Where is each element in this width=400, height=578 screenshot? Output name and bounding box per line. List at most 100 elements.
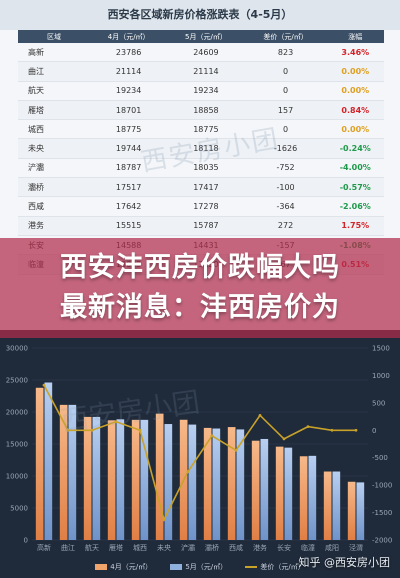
- table-row: 城西 18775 18775 0 0.00%: [18, 119, 384, 140]
- table-cell-diff: -752: [244, 158, 327, 179]
- x-tick-label: 航天: [85, 543, 99, 552]
- bar-apr: [59, 404, 68, 540]
- table-cell-diff: 0: [244, 119, 327, 140]
- legend-swatch-apr: [95, 564, 108, 570]
- diff-point: [66, 428, 70, 432]
- table-cell-may: 18775: [167, 119, 245, 140]
- table-cell-district: 城西: [18, 119, 90, 140]
- table-cell-apr: 15515: [90, 216, 168, 236]
- bar-apr: [107, 420, 116, 540]
- bar-may: [92, 416, 101, 540]
- headline: 西安沣西房价跌幅大吗 最新消息：沣西房价为: [0, 248, 400, 328]
- table-cell-change: 0.00%: [326, 119, 384, 140]
- table-row: 未央 19744 18118 -1626 -0.24%: [18, 138, 384, 159]
- table-cell-change: -2.06%: [326, 196, 384, 217]
- x-tick-label: 泾渭: [349, 543, 363, 552]
- y-right-tick-label: -1500: [372, 509, 392, 517]
- table-row: 航天 19234 19234 0 0.00%: [18, 81, 384, 101]
- bar-may: [116, 419, 125, 540]
- y-left-tick-label: 30000: [6, 345, 28, 353]
- y-right-tick-label: 500: [372, 399, 385, 407]
- y-right-tick-label: -2000: [372, 537, 392, 545]
- table-cell-diff: -1626: [244, 138, 327, 159]
- y-right-tick-label: -1000: [372, 482, 392, 490]
- bar-may: [236, 429, 245, 540]
- table-row: 雁塔 18701 18858 157 0.84%: [18, 100, 384, 121]
- table-cell-diff: 0: [244, 81, 327, 101]
- headline-line-1: 西安沣西房价跌幅大吗: [60, 252, 340, 283]
- table-cell-diff: 157: [244, 100, 327, 121]
- table-row: 港务 15515 15787 272 1.75%: [18, 216, 384, 236]
- diff-point: [114, 420, 118, 424]
- bar-apr: [347, 481, 356, 540]
- y-right-tick-label: 1000: [372, 372, 390, 380]
- y-right-tick-label: -500: [372, 454, 388, 462]
- bar-may: [188, 424, 197, 540]
- bar-apr: [323, 471, 332, 540]
- bar-may: [356, 482, 365, 540]
- header-apr: 4月（元/㎡）: [90, 30, 168, 43]
- table-cell-apr: 18775: [90, 119, 168, 140]
- header-may: 5月（元/㎡）: [167, 30, 245, 43]
- x-tick-label: 浐灞: [181, 543, 195, 552]
- table-cell-may: 21114: [167, 61, 245, 82]
- bar-apr: [251, 440, 260, 540]
- y-left-tick-label: 20000: [6, 409, 28, 417]
- diff-point: [306, 425, 310, 429]
- table-cell-change: -4.00%: [326, 158, 384, 179]
- table-cell-diff: 272: [244, 216, 327, 236]
- diff-point: [186, 470, 190, 473]
- bar-apr: [35, 387, 44, 540]
- chart-legend: 4月（元/㎡） 5月（元/㎡） 差价（元/㎡）: [0, 562, 400, 572]
- table-row: 西咸 17642 17278 -364 -2.06%: [18, 196, 384, 217]
- y-left-tick-label: 5000: [10, 505, 28, 513]
- table-cell-district: 高新: [18, 43, 90, 63]
- x-tick-label: 港务: [253, 543, 267, 552]
- legend-item-apr: 4月（元/㎡）: [95, 562, 152, 572]
- bar-apr: [227, 427, 236, 540]
- table-header-row: 区域 4月（元/㎡） 5月（元/㎡） 差价（元/㎡） 涨幅: [18, 30, 384, 43]
- table-cell-district: 航天: [18, 81, 90, 101]
- diff-point: [138, 428, 142, 432]
- y-right-tick-label: 1500: [372, 345, 390, 353]
- bar-may: [212, 428, 221, 540]
- y-right-tick-label: 0: [372, 427, 376, 435]
- table-cell-change: 0.00%: [326, 61, 384, 82]
- table-cell-may: 17278: [167, 196, 245, 217]
- table-cell-apr: 19234: [90, 81, 168, 101]
- bar-may: [164, 424, 173, 540]
- bar-apr: [299, 456, 308, 540]
- y-left-tick-label: 25000: [6, 377, 28, 385]
- diff-point: [90, 428, 94, 432]
- table-row: 曲江 21114 21114 0 0.00%: [18, 61, 384, 82]
- legend-item-may: 5月（元/㎡）: [170, 562, 227, 572]
- x-tick-label: 城西: [133, 544, 147, 552]
- diff-point: [330, 428, 334, 432]
- x-tick-label: 雁塔: [109, 543, 123, 552]
- table-cell-may: 17417: [167, 177, 245, 198]
- table-cell-may: 18035: [167, 158, 245, 179]
- table-cell-diff: -364: [244, 196, 327, 217]
- header-district: 区域: [18, 30, 90, 43]
- y-left-tick-label: 15000: [6, 441, 28, 449]
- bar-apr: [131, 419, 140, 540]
- bar-apr: [83, 416, 92, 540]
- x-tick-label: 西咸: [229, 543, 243, 552]
- table-row: 灞桥 17517 17417 -100 -0.57%: [18, 177, 384, 198]
- table-cell-district: 雁塔: [18, 100, 90, 121]
- bar-may: [44, 382, 53, 540]
- table-cell-diff: 823: [244, 43, 327, 63]
- diff-point: [210, 434, 214, 438]
- table-cell-district: 浐灞: [18, 158, 90, 179]
- table-cell-apr: 18787: [90, 158, 168, 179]
- bar-may: [308, 455, 317, 540]
- table-cell-district: 灞桥: [18, 177, 90, 198]
- table-cell-may: 15787: [167, 216, 245, 236]
- headline-line-2: 最新消息：沣西房价为: [60, 292, 340, 323]
- table-cell-district: 西咸: [18, 196, 90, 217]
- header-diff: 差价（元/㎡）: [244, 30, 327, 43]
- table-cell-change: 0.84%: [326, 100, 384, 121]
- bar-may: [260, 438, 269, 540]
- legend-label-may: 5月（元/㎡）: [185, 563, 228, 571]
- table-cell-apr: 21114: [90, 61, 168, 82]
